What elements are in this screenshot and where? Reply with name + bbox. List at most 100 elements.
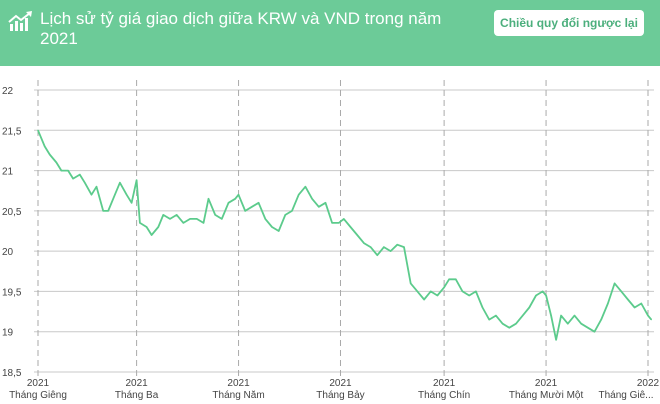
data-point <box>560 315 562 317</box>
x-tick-year: 2021 <box>27 378 50 389</box>
data-point <box>196 218 198 220</box>
data-point <box>157 226 159 228</box>
x-tick-year: 2021 <box>227 378 250 389</box>
data-point <box>522 315 524 317</box>
data-point <box>403 246 405 248</box>
data-point <box>284 214 286 216</box>
data-point <box>363 242 365 244</box>
data-point <box>264 218 266 220</box>
data-point <box>60 169 62 172</box>
data-point <box>84 182 86 184</box>
x-tick-label: Tháng Giêng <box>9 390 67 401</box>
chart-header: Lịch sử tỷ giá giao dịch giữa KRW và VND… <box>0 0 660 66</box>
y-tick-label: 21 <box>2 167 14 178</box>
data-point <box>258 202 260 204</box>
data-point <box>298 194 300 196</box>
data-point <box>176 214 178 216</box>
data-point <box>369 246 372 248</box>
data-point <box>587 327 589 329</box>
data-point <box>338 222 340 224</box>
data-point <box>567 323 569 325</box>
data-point <box>647 315 649 317</box>
data-point <box>169 218 171 220</box>
data-point <box>37 129 39 131</box>
y-tick-label: 19 <box>2 328 14 339</box>
rate-line <box>37 129 652 341</box>
data-point <box>607 302 609 305</box>
data-point <box>650 319 652 321</box>
y-tick-label: 21,5 <box>2 126 22 137</box>
x-tick-year: 2021 <box>433 378 456 389</box>
data-point <box>613 282 616 284</box>
data-point <box>349 226 352 228</box>
data-point <box>49 153 51 156</box>
data-point <box>324 202 327 204</box>
data-point <box>311 198 313 200</box>
data-point <box>620 290 622 293</box>
data-point <box>251 206 253 208</box>
data-point <box>214 214 216 216</box>
x-tick-year: 2021 <box>125 378 148 389</box>
data-point <box>202 222 205 224</box>
data-point <box>383 246 385 248</box>
x-tick-label: Tháng Ba <box>115 390 159 401</box>
data-point <box>443 286 445 288</box>
x-tick-label: Tháng Mười Một <box>509 390 584 401</box>
data-point <box>356 234 358 236</box>
data-point <box>461 290 464 293</box>
data-point <box>79 174 81 176</box>
data-point <box>600 319 602 321</box>
data-point <box>130 202 133 204</box>
data-point <box>67 169 69 172</box>
data-point <box>55 161 57 164</box>
data-point <box>102 210 104 212</box>
data-point <box>481 306 484 309</box>
data-point <box>207 198 210 200</box>
data-point <box>227 202 230 204</box>
data-point <box>234 198 236 200</box>
data-point <box>508 327 510 329</box>
chart-trend-up-icon <box>8 11 32 31</box>
data-point <box>114 194 116 196</box>
data-point <box>436 294 439 297</box>
data-point <box>162 214 164 216</box>
data-point <box>107 210 109 212</box>
data-point <box>475 290 477 293</box>
data-point <box>151 234 153 236</box>
data-point <box>593 331 596 333</box>
data-point <box>244 210 246 212</box>
data-point <box>495 315 497 317</box>
chart-title: Lịch sử tỷ giá giao dịch giữa KRW và VND… <box>40 9 442 48</box>
data-point <box>390 250 392 252</box>
data-point <box>535 294 537 297</box>
data-point <box>72 178 74 180</box>
data-point <box>221 218 223 220</box>
x-tick-year: 2021 <box>329 378 352 389</box>
data-point <box>580 323 582 325</box>
data-point <box>423 298 425 301</box>
x-tick-label: Tháng Chín <box>418 390 470 401</box>
data-point <box>430 290 432 293</box>
x-tick-label: Tháng Năm <box>212 390 264 401</box>
data-point <box>139 222 141 224</box>
data-point <box>640 302 642 305</box>
data-point <box>545 294 547 297</box>
data-point <box>318 206 320 208</box>
x-tick-year: 2022 <box>637 378 660 389</box>
x-tick-label: Tháng Bảy <box>316 390 364 401</box>
data-point <box>573 315 576 317</box>
data-point <box>304 186 306 188</box>
data-point <box>448 278 450 280</box>
data-point <box>488 319 490 321</box>
reverse-conversion-button[interactable]: Chiều quy đổi ngược lại <box>494 10 644 36</box>
data-point <box>90 194 93 196</box>
data-point <box>119 182 121 184</box>
data-point <box>528 306 530 309</box>
y-tick-label: 19,5 <box>2 287 22 298</box>
data-point <box>278 230 280 232</box>
data-point <box>376 254 378 256</box>
data-point <box>189 218 191 220</box>
data-point <box>515 323 517 325</box>
data-point <box>136 179 138 181</box>
